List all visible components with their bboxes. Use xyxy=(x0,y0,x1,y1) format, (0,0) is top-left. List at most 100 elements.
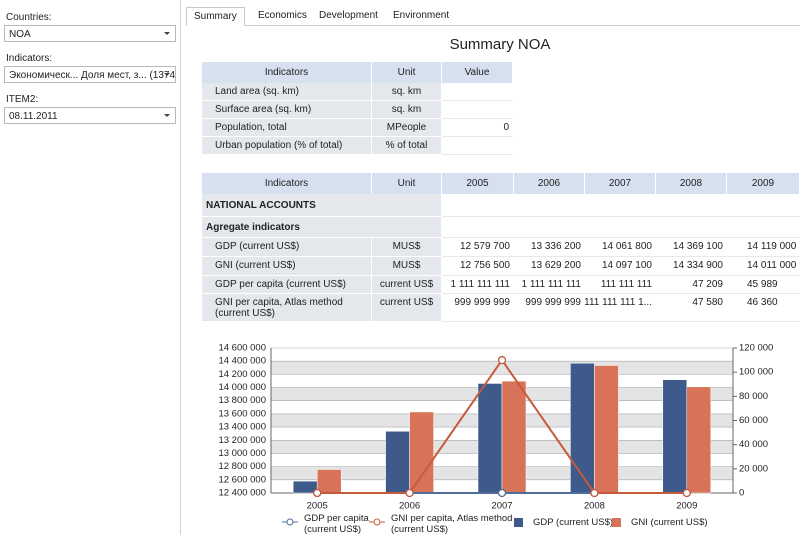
value-cell xyxy=(442,101,513,119)
legend-label: GNI (current US$) xyxy=(631,517,708,528)
field-label: Indicators: xyxy=(6,53,53,64)
value-cell: 111 111 111 1... xyxy=(585,294,656,322)
legend-marker xyxy=(373,518,381,526)
tab[interactable]: Economics xyxy=(258,10,307,21)
table-header: Indicators xyxy=(202,62,372,83)
line-marker xyxy=(590,488,599,498)
value-cell: 14 097 100 xyxy=(585,257,656,276)
value-cell: 14 119 000 xyxy=(727,238,800,257)
value-cell: 47 209 xyxy=(656,276,727,294)
y-tick-label: 13 400 000 xyxy=(218,422,266,433)
legend-label: GDP per capita (current US$) xyxy=(304,513,369,535)
value-cell: 999 999 999 xyxy=(514,294,585,322)
table-header: Unit xyxy=(372,62,442,83)
y-tick-label: 14 200 000 xyxy=(218,369,266,380)
bar xyxy=(570,362,595,494)
value-cell: 1 111 111 111 xyxy=(442,276,514,294)
indicator-cell: GDP per capita (current US$) xyxy=(202,276,372,294)
y2-tick-label: 120 000 xyxy=(739,343,773,354)
tab[interactable]: Development xyxy=(319,10,378,21)
unit-cell: MUS$ xyxy=(372,257,442,276)
bar xyxy=(662,379,688,494)
value-cell: 12 579 700 xyxy=(442,238,514,257)
bar xyxy=(501,380,527,494)
bar xyxy=(594,365,619,494)
y-tick-label: 12 800 000 xyxy=(218,461,266,472)
y-tick-label: 13 800 000 xyxy=(218,395,266,406)
y-tick-label: 13 200 000 xyxy=(218,435,266,446)
unit-cell: current US$ xyxy=(372,294,442,322)
legend-marker xyxy=(286,518,294,526)
x-tick-label: 2009 xyxy=(676,501,697,512)
dropdown[interactable]: 08.11.2011 xyxy=(4,107,176,124)
dropdown-arrow xyxy=(164,73,170,76)
sidebar xyxy=(0,0,181,535)
y2-tick-label: 20 000 xyxy=(739,463,768,474)
value-cell: 14 061 800 xyxy=(585,238,656,257)
unit-cell: MUS$ xyxy=(372,238,442,257)
dropdown-arrow xyxy=(164,32,170,35)
indicator-cell: Land area (sq. km) xyxy=(202,83,372,101)
value-cell: 0 xyxy=(442,119,513,137)
x-tick-label: 2007 xyxy=(491,501,512,512)
value-cell: 13 629 200 xyxy=(514,257,585,276)
dropdown[interactable]: Экономическ... Доля мест, з... (1374) xyxy=(4,66,176,83)
field-label: Countries: xyxy=(6,12,52,23)
value-cell: 1 111 111 111 xyxy=(514,276,585,294)
y2-tick-label: 0 xyxy=(739,488,744,499)
tab-strip-line xyxy=(186,25,800,26)
value-cell: 14 369 100 xyxy=(656,238,727,257)
value-cell: 46 360 xyxy=(727,294,800,322)
value-cell: 999 999 999 xyxy=(442,294,514,322)
legend-swatch xyxy=(514,518,523,527)
indicator-cell: Urban population (% of total) xyxy=(202,137,372,155)
tab[interactable]: Environment xyxy=(393,10,450,21)
unit-cell: % of total xyxy=(372,137,442,155)
y2-tick-label: 40 000 xyxy=(739,439,768,450)
legend-label: GNI per capita, Atlas method (current US… xyxy=(391,513,513,535)
unit-cell: current US$ xyxy=(372,276,442,294)
y-tick-label: 14 000 000 xyxy=(218,382,266,393)
unit-cell: sq. km xyxy=(372,101,442,119)
tab[interactable]: Summary xyxy=(186,7,245,26)
empty-cell xyxy=(442,217,800,238)
bar xyxy=(385,431,410,494)
bar xyxy=(316,469,342,494)
table-header: Indicators xyxy=(202,173,372,194)
bar xyxy=(409,411,434,494)
value-cell xyxy=(442,137,513,155)
empty-cell xyxy=(442,194,800,217)
value-cell: 12 756 500 xyxy=(442,257,514,276)
x-tick-label: 2005 xyxy=(307,501,328,512)
table-header: Unit xyxy=(372,173,442,194)
legend-swatch xyxy=(612,518,621,527)
indicator-cell: GNI per capita, Atlas method (current US… xyxy=(202,294,372,322)
y2-tick-label: 80 000 xyxy=(739,391,768,402)
table-header: 2008 xyxy=(656,173,727,194)
line-marker xyxy=(405,488,414,498)
value-cell xyxy=(442,83,513,101)
y-tick-label: 13 000 000 xyxy=(218,448,266,459)
value-cell: 45 989 xyxy=(727,276,800,294)
value-cell: 13 336 200 xyxy=(514,238,585,257)
table-header: 2007 xyxy=(585,173,656,194)
value-cell: 14 011 000 xyxy=(727,257,800,276)
dropdown-arrow xyxy=(164,114,170,117)
value-cell: 47 580 xyxy=(656,294,727,322)
y-tick-label: 14 600 000 xyxy=(218,343,266,354)
table-header: Value xyxy=(442,62,513,83)
field-label: ITEM2: xyxy=(6,94,39,105)
x-tick-label: 2008 xyxy=(584,501,605,512)
section-cell: Agregate indicators xyxy=(202,217,442,238)
dropdown[interactable]: NOA xyxy=(4,25,176,42)
value-cell: 14 334 900 xyxy=(656,257,727,276)
y-tick-label: 14 400 000 xyxy=(218,356,266,367)
bar xyxy=(477,383,503,494)
indicator-cell: GNI (current US$) xyxy=(202,257,372,276)
page-title: Summary NOA xyxy=(449,36,551,53)
line-marker xyxy=(682,488,691,498)
line-marker xyxy=(313,488,322,498)
unit-cell: sq. km xyxy=(372,83,442,101)
